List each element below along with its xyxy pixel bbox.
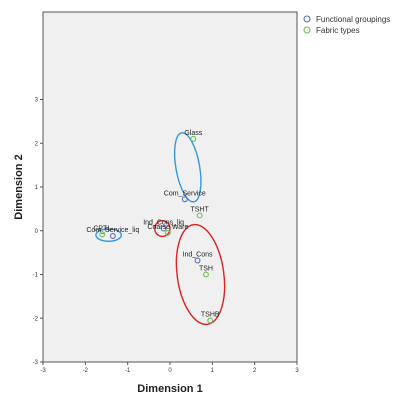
y-tick-label: 0 bbox=[35, 229, 39, 235]
point-label: Ind_Cons_liq bbox=[143, 220, 184, 227]
y-tick-label: -1 bbox=[33, 273, 39, 279]
x-axis: -3 -2 -1 0 1 2 3 bbox=[40, 362, 299, 374]
legend-marker bbox=[303, 15, 311, 23]
point-label: CPTL bbox=[93, 225, 111, 232]
legend-marker bbox=[303, 26, 311, 34]
x-tick-label: 3 bbox=[295, 368, 299, 374]
x-tick-label: -1 bbox=[125, 368, 131, 374]
scatter-point bbox=[203, 271, 209, 278]
grouping-ellipse bbox=[95, 228, 123, 242]
scatter-point bbox=[194, 257, 201, 264]
y-tick-label: 1 bbox=[35, 185, 39, 191]
y-tick-label: -2 bbox=[33, 316, 39, 322]
grouping-ellipse bbox=[175, 223, 226, 326]
scatter-point bbox=[207, 317, 214, 324]
point-label: TSH bbox=[199, 266, 213, 273]
point-label: Com_Service_liq bbox=[86, 227, 139, 234]
data-points: Com_Service Ind_Cons_liq Com_Service_liq In… bbox=[86, 130, 220, 324]
legend: Functional groupings Fabric types bbox=[303, 15, 390, 35]
point-label: TSHB bbox=[201, 311, 220, 318]
grouping-ellipses bbox=[95, 132, 226, 326]
x-tick-label: 2 bbox=[253, 368, 257, 374]
scatter-point bbox=[181, 196, 188, 203]
scatter-point bbox=[99, 231, 106, 238]
scatter-point bbox=[196, 212, 203, 219]
grouping-ellipse bbox=[154, 219, 171, 238]
y-tick-label: 2 bbox=[35, 141, 39, 147]
scatter-point bbox=[160, 225, 167, 232]
x-tick-label: -2 bbox=[83, 368, 89, 374]
legend-label: Functional groupings bbox=[316, 15, 390, 24]
y-axis: -3 -2 -1 0 1 2 3 bbox=[33, 98, 43, 366]
y-tick-label: 3 bbox=[35, 98, 39, 104]
plot-area bbox=[42, 11, 298, 363]
grouping-ellipse bbox=[173, 132, 202, 203]
point-label: TSHT bbox=[190, 206, 209, 213]
legend-label: Fabric types bbox=[316, 26, 360, 35]
scatter-point bbox=[164, 229, 171, 236]
point-label: Glass bbox=[184, 130, 202, 137]
point-label: Com_Service bbox=[164, 190, 206, 197]
point-label: Coarse Ware bbox=[147, 224, 188, 231]
x-tick-label: 0 bbox=[168, 368, 172, 374]
x-tick-label: -3 bbox=[40, 368, 46, 374]
scatter-point bbox=[190, 135, 197, 142]
point-label: Ind_Cons bbox=[183, 252, 213, 259]
x-axis-title: Dimension 1 bbox=[137, 383, 202, 395]
scatter-point bbox=[109, 233, 116, 239]
y-tick-label: -3 bbox=[33, 360, 39, 366]
y-axis-title: Dimension 2 bbox=[13, 154, 25, 219]
x-tick-label: 1 bbox=[211, 368, 215, 374]
